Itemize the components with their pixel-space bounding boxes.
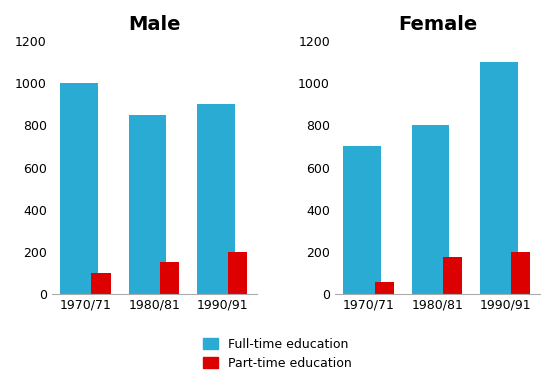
Bar [375,282,393,294]
Bar [197,105,235,294]
Bar [228,252,248,294]
Legend: Full-time education, Part-time education: Full-time education, Part-time education [203,338,352,370]
Bar [412,125,450,294]
Bar [480,62,518,294]
Bar [60,83,98,294]
Bar [443,257,462,294]
Bar [92,273,110,294]
Bar [160,262,179,294]
Bar [129,115,166,294]
Title: Female: Female [398,15,477,34]
Bar [511,252,531,294]
Title: Male: Male [128,15,180,34]
Bar [344,146,381,294]
